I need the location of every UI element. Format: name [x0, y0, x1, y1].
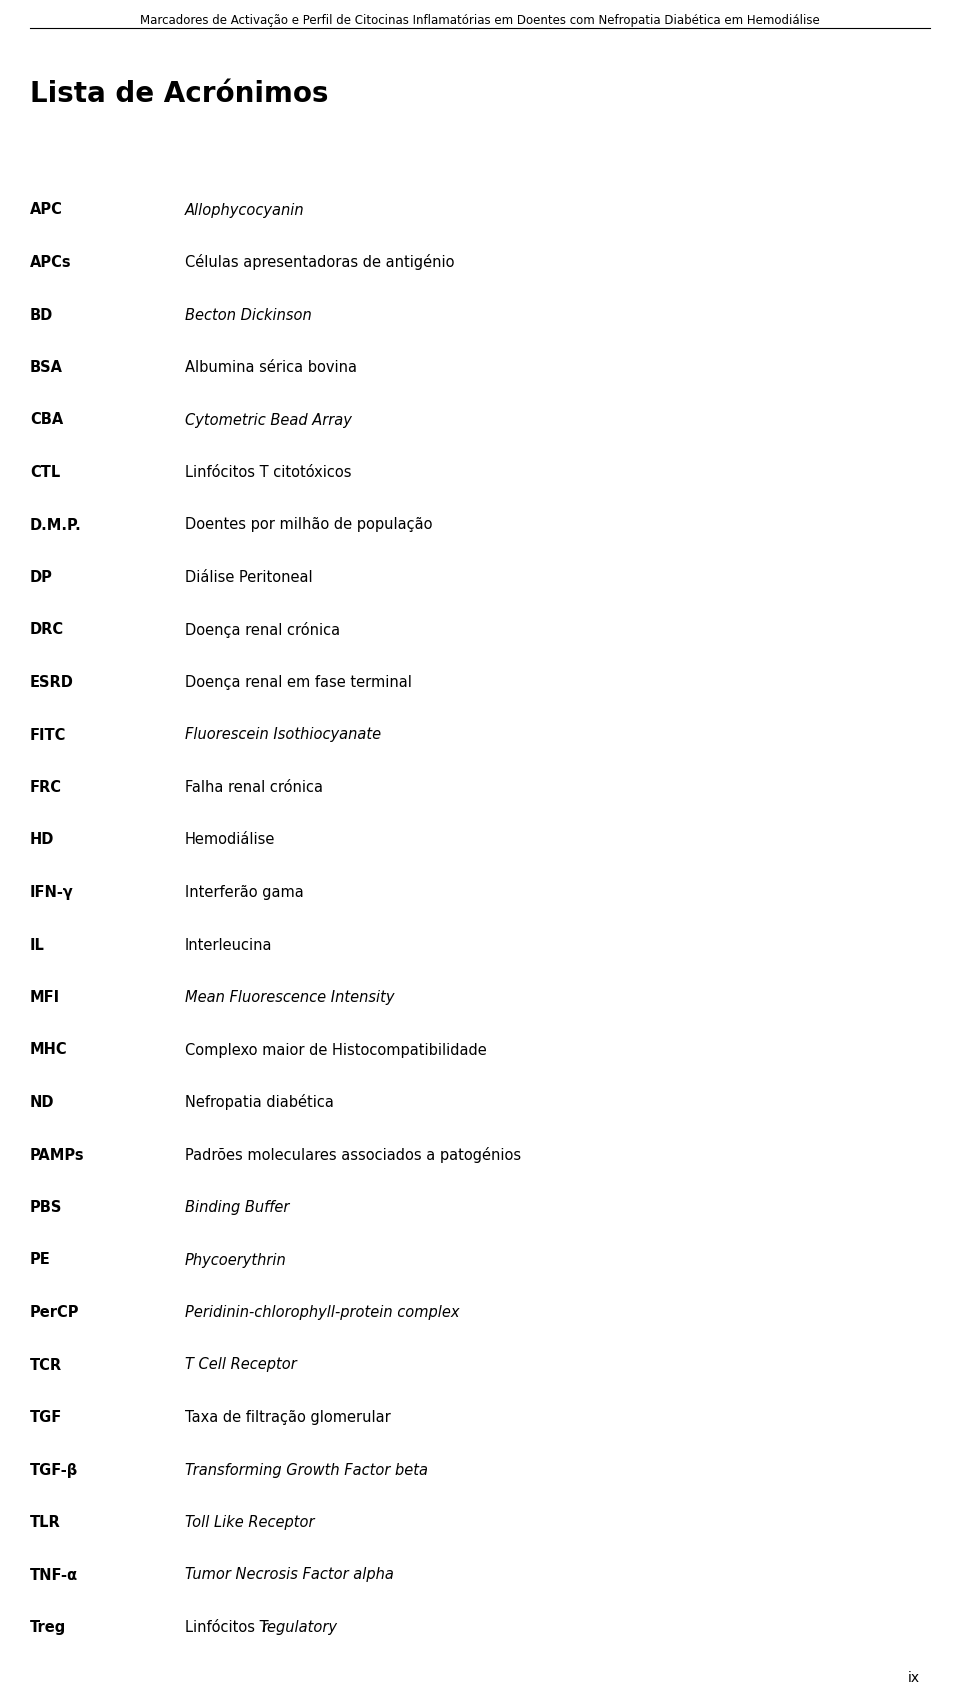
Text: Interleucina: Interleucina — [185, 937, 273, 953]
Text: Falha renal crónica: Falha renal crónica — [185, 780, 323, 796]
Text: Hemodiálise: Hemodiálise — [185, 833, 276, 847]
Text: MFI: MFI — [30, 990, 60, 1005]
Text: Lista de Acrónimos: Lista de Acrónimos — [30, 80, 328, 107]
Text: PE: PE — [30, 1252, 51, 1268]
Text: PAMPs: PAMPs — [30, 1147, 84, 1162]
Text: Marcadores de Activação e Perfil de Citocinas Inflamatórias em Doentes com Nefro: Marcadores de Activação e Perfil de Cito… — [140, 14, 820, 27]
Text: TCR: TCR — [30, 1358, 62, 1372]
Text: Tumor Necrosis Factor alpha: Tumor Necrosis Factor alpha — [185, 1568, 394, 1583]
Text: Albumina sérica bovina: Albumina sérica bovina — [185, 360, 357, 375]
Text: TLR: TLR — [30, 1515, 60, 1530]
Text: CBA: CBA — [30, 412, 63, 428]
Text: Becton Dickinson: Becton Dickinson — [185, 307, 312, 322]
Text: Linfócitos T citotóxicos: Linfócitos T citotóxicos — [185, 465, 351, 481]
Text: Toll Like Receptor: Toll Like Receptor — [185, 1515, 315, 1530]
Text: TGF: TGF — [30, 1409, 62, 1425]
Text: ND: ND — [30, 1096, 55, 1109]
Text: Transforming Growth Factor beta: Transforming Growth Factor beta — [185, 1462, 428, 1477]
Text: HD: HD — [30, 833, 55, 847]
Text: T Cell Receptor: T Cell Receptor — [185, 1358, 297, 1372]
Text: Padrões moleculares associados a patogénios: Padrões moleculares associados a patogén… — [185, 1147, 521, 1164]
Text: Cytometric Bead Array: Cytometric Bead Array — [185, 412, 352, 428]
Text: CTL: CTL — [30, 465, 60, 481]
Text: Mean Fluorescence Intensity: Mean Fluorescence Intensity — [185, 990, 395, 1005]
Text: FITC: FITC — [30, 728, 66, 743]
Text: ESRD: ESRD — [30, 675, 74, 690]
Text: APC: APC — [30, 203, 62, 218]
Text: IL: IL — [30, 937, 45, 953]
Text: Doentes por milhão de população: Doentes por milhão de população — [185, 518, 433, 532]
Text: Taxa de filtração glomerular: Taxa de filtração glomerular — [185, 1409, 391, 1425]
Text: Diálise Peritoneal: Diálise Peritoneal — [185, 571, 313, 584]
Text: Fluorescein Isothiocyanate: Fluorescein Isothiocyanate — [185, 728, 381, 743]
Text: Allophycocyanin: Allophycocyanin — [185, 203, 304, 218]
Text: Binding Buffer: Binding Buffer — [185, 1200, 289, 1215]
Text: DRC: DRC — [30, 622, 64, 637]
Text: APCs: APCs — [30, 256, 72, 269]
Text: Interferão gama: Interferão gama — [185, 884, 303, 900]
Text: regulatory: regulatory — [261, 1621, 337, 1636]
Text: TGF-β: TGF-β — [30, 1462, 79, 1477]
Text: BD: BD — [30, 307, 53, 322]
Text: Linfócitos T: Linfócitos T — [185, 1621, 274, 1636]
Text: DP: DP — [30, 571, 53, 584]
Text: Nefropatia diabética: Nefropatia diabética — [185, 1094, 334, 1111]
Text: Phycoerythrin: Phycoerythrin — [185, 1252, 287, 1268]
Text: Treg: Treg — [30, 1621, 66, 1636]
Text: PerCP: PerCP — [30, 1305, 80, 1321]
Text: ix: ix — [908, 1672, 920, 1685]
Text: FRC: FRC — [30, 780, 62, 796]
Text: Doença renal crónica: Doença renal crónica — [185, 622, 340, 637]
Text: Complexo maior de Histocompatibilidade: Complexo maior de Histocompatibilidade — [185, 1043, 487, 1058]
Text: D.M.P.: D.M.P. — [30, 518, 82, 532]
Text: BSA: BSA — [30, 360, 63, 375]
Text: Peridinin-chlorophyll-protein complex: Peridinin-chlorophyll-protein complex — [185, 1305, 460, 1321]
Text: Doença renal em fase terminal: Doença renal em fase terminal — [185, 675, 412, 690]
Text: TNF-α: TNF-α — [30, 1568, 78, 1583]
Text: PBS: PBS — [30, 1200, 62, 1215]
Text: IFN-γ: IFN-γ — [30, 884, 74, 900]
Text: MHC: MHC — [30, 1043, 67, 1058]
Text: Células apresentadoras de antigénio: Células apresentadoras de antigénio — [185, 254, 454, 271]
